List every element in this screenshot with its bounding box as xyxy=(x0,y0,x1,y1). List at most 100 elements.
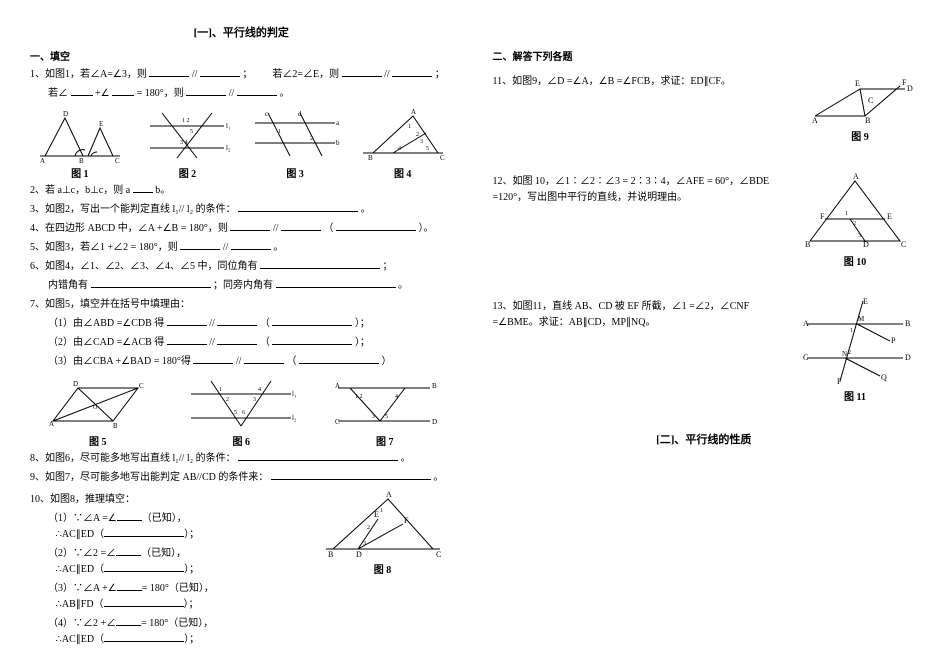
svg-text:C: C xyxy=(139,382,144,390)
text: ；同旁内角有 xyxy=(213,280,273,291)
text: （3）由∠CBA +∠BAD = 180°得 xyxy=(48,356,191,367)
text: 。 xyxy=(273,242,283,253)
text: 。 xyxy=(398,280,408,291)
svg-text:1: 1 xyxy=(278,129,281,135)
svg-text:E: E xyxy=(863,297,868,306)
blank xyxy=(244,354,284,364)
title-1: [一]、平行线的判定 xyxy=(30,24,453,40)
svg-text:4: 4 xyxy=(398,146,401,152)
text: （1）∵∠A =∠ xyxy=(48,513,117,524)
svg-text:A: A xyxy=(812,116,818,125)
svg-text:B: B xyxy=(432,382,437,390)
svg-text:3 4: 3 4 xyxy=(180,140,188,146)
q5: 5、如图3，若∠1 +∠2 = 180°，则 // 。 xyxy=(30,240,453,256)
figure-11: A B C D E F M N P Q 1 2 图 11 xyxy=(795,296,915,403)
figure-10: A B C D F E 1 2 3 图 10 xyxy=(795,171,915,268)
svg-text:1: 1 xyxy=(219,387,222,393)
blank xyxy=(200,67,240,77)
text: // xyxy=(236,356,242,367)
text: ）； xyxy=(184,599,199,610)
text: 8、如图6，尽可能多地写出直线 l₁// l₂ 的条件： xyxy=(30,453,236,464)
blank xyxy=(104,527,184,537)
blank xyxy=(116,616,141,626)
blank xyxy=(167,335,207,345)
text: 内错角有 xyxy=(48,280,88,291)
svg-text:3: 3 xyxy=(363,541,366,547)
svg-text:F: F xyxy=(902,78,907,87)
blank xyxy=(238,202,358,212)
svg-text:2: 2 xyxy=(367,525,370,531)
text: ） xyxy=(381,356,391,367)
text: ）； xyxy=(355,318,370,329)
text: 2、若 a⊥c，b⊥c，则 a xyxy=(30,185,130,196)
fig-caption: 图 6 xyxy=(174,433,310,448)
svg-text:3: 3 xyxy=(372,414,375,420)
blank xyxy=(149,67,189,77)
q7-3: （3）由∠CBA +∠BAD = 180°得 // （ ） xyxy=(30,354,453,370)
figure-2: 1 2 5 3 4 l₁ l₂ 图 2 xyxy=(138,108,238,180)
text: = 180°（已知）， xyxy=(142,583,214,594)
q1-text: 1、如图1，若∠A=∠3，则 xyxy=(30,69,147,80)
text: （3）∵∠A +∠ xyxy=(48,583,117,594)
svg-text:3: 3 xyxy=(858,233,861,239)
q4: 4、在四边形 ABCD 中，∠A +∠B = 180°，则 // （ ）。 xyxy=(30,221,453,237)
punct: ； xyxy=(242,69,252,80)
blank xyxy=(104,597,184,607)
parallel-symbol: // xyxy=(229,88,235,99)
text: 。 xyxy=(433,472,443,483)
svg-text:E: E xyxy=(855,79,860,88)
text: // xyxy=(273,223,279,234)
svg-text:a: a xyxy=(336,119,340,127)
q3: 3、如图2，写出一个能判定直线 l₁// l₂ 的条件： 。 xyxy=(30,202,453,218)
text: ）； xyxy=(355,337,370,348)
figure-4: A B C 1 2 3 4 5 图 4 xyxy=(353,108,453,180)
svg-text:C: C xyxy=(901,240,906,249)
fig-caption: 图 5 xyxy=(30,433,166,448)
q1-cont: 若∠ +∠ = 180°，则 // 。 xyxy=(30,86,453,102)
svg-text:1: 1 xyxy=(408,124,411,130)
text: 5、如图3，若∠1 +∠2 = 180°，则 xyxy=(30,242,178,253)
svg-text:1: 1 xyxy=(380,508,383,514)
q11: 11、如图9，∠D =∠A，∠B =∠FCB，求证：ED∥CF。 xyxy=(493,74,794,90)
figure-1: D E A B C 图 1 xyxy=(30,108,130,180)
text: （4）∵∠2 +∠ xyxy=(48,618,116,629)
svg-text:1: 1 xyxy=(845,211,848,217)
blank xyxy=(133,183,153,193)
svg-text:B: B xyxy=(113,422,118,430)
svg-text:2: 2 xyxy=(416,132,419,138)
parallel-symbol: // xyxy=(384,69,390,80)
svg-text:D: D xyxy=(432,418,437,426)
text: 3、如图2，写出一个能判定直线 l₁// l₂ 的条件： xyxy=(30,204,236,215)
text: ）； xyxy=(184,529,199,540)
blank xyxy=(271,470,431,480)
blank xyxy=(231,240,271,250)
fig-caption: 图 9 xyxy=(805,128,915,143)
text: ∴AC∥ED（ xyxy=(56,564,105,575)
text: ）； xyxy=(184,634,199,645)
figure-6: 1 2 4 3 5 6 l₁ l₂ 图 6 xyxy=(174,376,310,448)
section-2: 二、解答下列各题 xyxy=(493,48,916,63)
q11-block: 11、如图9，∠D =∠A，∠B =∠FCB，求证：ED∥CF。 A B E D… xyxy=(493,71,916,143)
svg-text:D: D xyxy=(905,353,911,362)
q1-text2: 若∠2=∠E，则 xyxy=(272,69,339,80)
svg-text:E: E xyxy=(99,120,103,128)
text: ）。 xyxy=(418,223,433,234)
q1: 1、如图1，若∠A=∠3，则 // ； 若∠2=∠E，则 // ； xyxy=(30,67,453,83)
svg-text:F: F xyxy=(820,212,825,221)
figure-7: A B C D 1 2 4 3 5 图 7 xyxy=(317,376,453,448)
svg-text:N: N xyxy=(842,350,847,358)
svg-text:B: B xyxy=(905,319,910,328)
right-column: 二、解答下列各题 11、如图9，∠D =∠A，∠B =∠FCB，求证：ED∥CF… xyxy=(493,20,916,651)
figure-row-2: A B C D O 图 5 1 2 xyxy=(30,376,453,448)
svg-text:F: F xyxy=(837,377,842,386)
blank xyxy=(392,67,432,77)
text: ∴AC∥ED（ xyxy=(56,529,105,540)
fig-caption: 图 10 xyxy=(795,253,915,268)
svg-text:B: B xyxy=(368,154,373,162)
svg-text:l₂: l₂ xyxy=(226,144,231,152)
blank xyxy=(186,86,226,96)
text: （ xyxy=(286,356,296,367)
q2: 2、若 a⊥c，b⊥c，则 a b。 xyxy=(30,183,453,199)
svg-text:5: 5 xyxy=(385,414,388,420)
text: （2）∵∠2 =∠ xyxy=(48,548,116,559)
